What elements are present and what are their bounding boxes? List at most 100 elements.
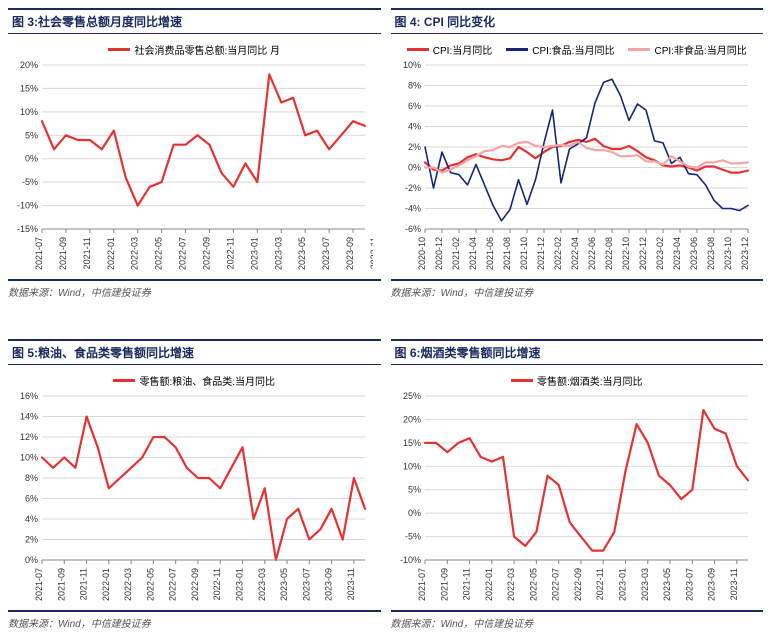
svg-text:2022-01: 2022-01 [483,568,493,601]
svg-text:2021-08: 2021-08 [502,237,512,270]
legend: CPI:当月同比CPI:食品:当月同比CPI:非食品:当月同比 [391,34,764,59]
svg-text:2023-11: 2023-11 [369,237,373,269]
svg-text:2021-04: 2021-04 [468,237,478,270]
svg-text:5%: 5% [407,485,420,495]
chart-title: 图 4: CPI 同比变化 [391,8,764,34]
legend-swatch [113,379,135,382]
svg-text:0%: 0% [25,555,38,565]
svg-text:2023-01: 2023-01 [234,568,244,601]
chart-svg: 0%2%4%6%8%10%12%14%16%2021-072021-092021… [8,390,373,610]
svg-text:2023-03: 2023-03 [273,237,283,270]
svg-text:2023-03: 2023-03 [639,568,649,601]
source-text: 数据来源：Wind，中信建投证券 [391,610,764,630]
svg-text:2022-06: 2022-06 [587,237,597,270]
legend-item: 社会消费品零售总额:当月同比 月 [108,42,280,57]
svg-text:2022-05: 2022-05 [154,237,164,270]
series-line [42,417,365,561]
chart-svg: -15%-10%-5%0%5%10%15%20%2021-072021-0920… [8,59,373,279]
svg-text:-5%: -5% [22,177,38,187]
svg-text:2020-10: 2020-10 [417,237,427,270]
svg-text:2023-09: 2023-09 [345,237,355,270]
svg-text:2023-04: 2023-04 [672,237,682,270]
svg-text:2023-10: 2023-10 [723,237,733,270]
svg-text:-2%: -2% [404,183,420,193]
svg-text:2023-09: 2023-09 [706,568,716,601]
svg-text:2021-09: 2021-09 [58,237,68,270]
svg-text:16%: 16% [20,391,38,401]
svg-text:2022-07: 2022-07 [178,237,188,270]
svg-text:-15%: -15% [17,224,38,234]
svg-text:2022-05: 2022-05 [528,568,538,601]
legend-swatch [407,48,429,51]
svg-text:2023-01: 2023-01 [249,237,259,270]
svg-text:2021-11: 2021-11 [79,568,89,600]
svg-text:14%: 14% [20,412,38,422]
svg-text:2021-10: 2021-10 [519,237,529,270]
svg-text:2022-03: 2022-03 [130,237,140,270]
svg-text:10%: 10% [402,461,420,471]
svg-text:2022-05: 2022-05 [145,568,155,601]
svg-text:-4%: -4% [404,204,420,214]
svg-text:20%: 20% [20,60,38,70]
svg-text:0%: 0% [25,154,38,164]
svg-text:2022-03: 2022-03 [123,568,133,601]
svg-text:2021-09: 2021-09 [439,568,449,601]
legend-label: CPI:当月同比 [433,42,492,57]
svg-text:2023-09: 2023-09 [324,568,334,601]
svg-text:2020-12: 2020-12 [434,237,444,270]
svg-text:2022-11: 2022-11 [225,237,235,269]
legend-swatch [108,48,130,51]
svg-text:2023-02: 2023-02 [655,237,665,270]
chart-panel: 图 3:社会零售总额月度同比增速社会消费品零售总额:当月同比 月 -15% -10%… [8,8,381,299]
chart-area: -15%-10%-5%0%5%10%15%20%2021-072021-0920… [8,59,381,279]
svg-text:2023-03: 2023-03 [257,568,267,601]
svg-text:12%: 12% [20,432,38,442]
chart-svg: -10%-5%0%5%10%15%20%25%2021-072021-09202… [391,390,756,610]
svg-text:2023-08: 2023-08 [706,237,716,270]
legend-item: 零售额:烟酒类:当月同比 [511,373,643,388]
legend-swatch [506,48,528,51]
svg-text:2%: 2% [407,142,420,152]
svg-text:2022-09: 2022-09 [201,237,211,270]
svg-text:2023-07: 2023-07 [301,568,311,601]
svg-text:2022-02: 2022-02 [553,237,563,270]
legend-item: CPI:食品:当月同比 [506,42,614,57]
legend-swatch [511,379,533,382]
svg-text:15%: 15% [20,83,38,93]
svg-text:-10%: -10% [399,555,420,565]
svg-text:6%: 6% [407,101,420,111]
svg-text:20%: 20% [402,414,420,424]
legend-label: 零售额:烟酒类:当月同比 [537,373,643,388]
chart-panel: 图 6:烟酒类零售额同比增速零售额:烟酒类:当月同比-10%-5%0%5%10%… [391,339,764,630]
chart-title: 图 3:社会零售总额月度同比增速 [8,8,381,34]
svg-text:8%: 8% [25,473,38,483]
svg-text:2021-07: 2021-07 [417,568,427,601]
svg-text:2021-11: 2021-11 [82,237,92,269]
svg-text:2023-11: 2023-11 [346,568,356,600]
svg-text:2023-05: 2023-05 [662,568,672,601]
svg-text:2023-05: 2023-05 [279,568,289,601]
svg-text:-10%: -10% [17,201,38,211]
chart-panel: 图 5:粮油、食品类零售额同比增速零售额:粮油、食品类:当月同比0%2%4%6%… [8,339,381,630]
svg-text:2022-01: 2022-01 [101,568,111,601]
svg-text:2022-11: 2022-11 [595,568,605,600]
chart-area: -6%-4%-2%0%2%4%6%8%10%2020-102020-122021… [391,59,764,279]
legend-item: 零售额:粮油、食品类:当月同比 [113,373,275,388]
svg-text:2021-07: 2021-07 [34,568,44,601]
svg-text:8%: 8% [407,81,420,91]
chart-svg: -6%-4%-2%0%2%4%6%8%10%2020-102020-122021… [391,59,756,279]
svg-text:2022-10: 2022-10 [621,237,631,270]
chart-area: 0%2%4%6%8%10%12%14%16%2021-072021-092021… [8,390,381,610]
svg-text:2021-12: 2021-12 [536,237,546,270]
svg-text:0%: 0% [407,508,420,518]
chart-area: -10%-5%0%5%10%15%20%25%2021-072021-09202… [391,390,764,610]
source-text: 数据来源：Wind，中信建投证券 [391,279,764,299]
svg-text:2021-06: 2021-06 [485,237,495,270]
legend: 社会消费品零售总额:当月同比 月 [8,34,381,59]
svg-text:2022-07: 2022-07 [168,568,178,601]
legend-swatch [628,48,650,51]
svg-text:2022-03: 2022-03 [506,568,516,601]
svg-text:2%: 2% [25,535,38,545]
svg-text:2023-07: 2023-07 [684,568,694,601]
svg-text:2023-11: 2023-11 [728,568,738,600]
